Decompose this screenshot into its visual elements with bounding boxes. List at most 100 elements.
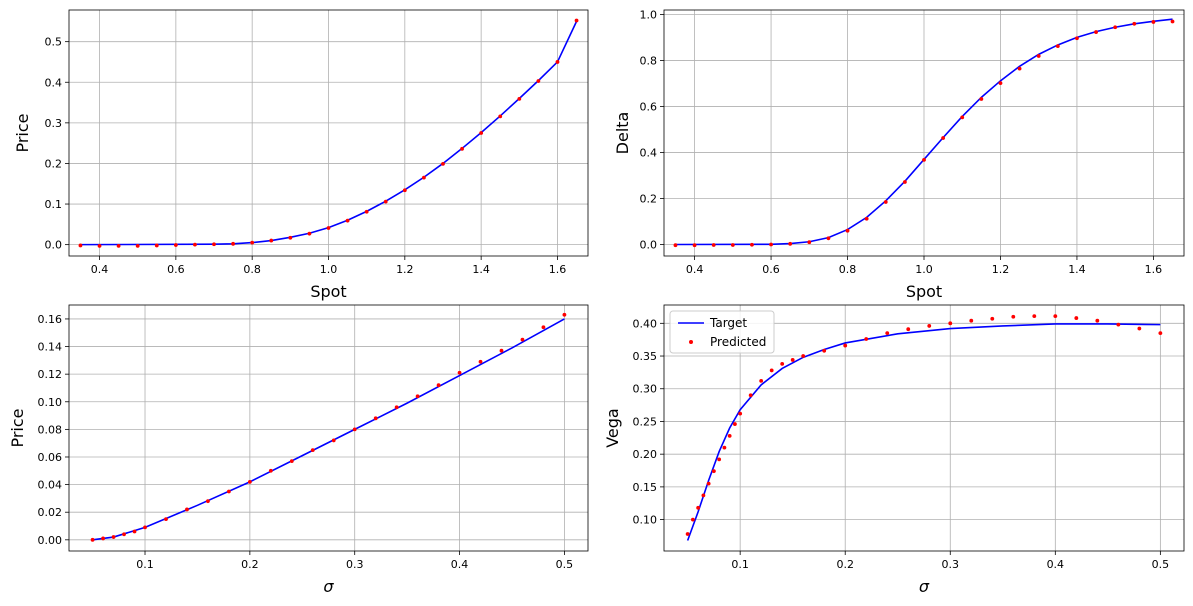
predicted-point xyxy=(845,228,850,233)
chart-panel-3: 0.1 0.2 0.3 0.4 0.5 0.00 0.02 0.04 0.06 0.08 0.10 0… xyxy=(8,304,589,596)
predicted-point xyxy=(478,359,483,364)
predicted-point xyxy=(969,318,974,323)
x-tick-label: 0.4 xyxy=(686,263,704,276)
predicted-point xyxy=(562,312,567,317)
predicted-point xyxy=(711,243,716,247)
x-tick-label: 1.6 xyxy=(1145,263,1163,276)
predicted-point xyxy=(722,445,727,450)
predicted-point xyxy=(769,242,773,247)
predicted-point xyxy=(692,243,697,248)
predicted-point xyxy=(883,200,888,204)
x-tick-label: 0.2 xyxy=(241,558,259,571)
predicted-point xyxy=(122,532,126,537)
x-tick-label: 0.4 xyxy=(1047,558,1065,571)
predicted-point xyxy=(1095,318,1100,323)
y-tick-label: 0.10 xyxy=(633,514,658,527)
predicted-point xyxy=(268,468,273,473)
predicted-point xyxy=(345,218,350,223)
y-axis-label: Price xyxy=(8,408,27,447)
predicted-point xyxy=(738,411,743,416)
predicted-point xyxy=(185,507,189,512)
legend-predicted-swatch xyxy=(689,340,693,344)
legend-box xyxy=(669,310,775,354)
predicted-point xyxy=(990,316,995,321)
predicted-point xyxy=(394,405,399,410)
y-tick-label: 1.0 xyxy=(640,9,658,22)
predicted-point xyxy=(979,97,984,101)
y-tick-label: 0.04 xyxy=(38,479,63,492)
predicted-point xyxy=(250,240,255,245)
predicted-point xyxy=(326,226,331,230)
chart-panel-1: 0.4 0.6 0.8 1.0 1.2 1.4 1.6 0.0 0.1 0.2 0.3 0.4 0.5 S… xyxy=(13,9,589,301)
y-tick-label: 0.15 xyxy=(633,481,658,494)
y-tick-label: 0.5 xyxy=(45,36,63,49)
y-tick-label: 0.8 xyxy=(640,55,658,68)
x-tick-label: 0.3 xyxy=(346,558,364,571)
predicted-point xyxy=(520,337,525,342)
predicted-point xyxy=(111,535,116,539)
predicted-point xyxy=(226,489,231,494)
x-tick-label: 0.4 xyxy=(451,558,469,571)
x-axis-label: σ xyxy=(323,577,334,596)
predicted-point xyxy=(927,324,932,328)
predicted-point xyxy=(948,321,953,326)
predicted-point xyxy=(212,242,216,247)
y-tick-label: 0.3 xyxy=(45,117,63,130)
x-tick-label: 1.0 xyxy=(320,263,338,276)
predicted-point xyxy=(696,505,701,510)
x-tick-label: 0.8 xyxy=(839,263,857,276)
predicted-point xyxy=(415,394,420,399)
y-tick-label: 0.30 xyxy=(633,383,658,396)
predicted-point xyxy=(269,238,274,243)
predicted-point xyxy=(143,525,147,530)
predicted-point xyxy=(733,422,737,426)
predicted-point xyxy=(206,499,210,504)
predicted-point xyxy=(1032,314,1037,319)
predicted-point xyxy=(383,199,388,204)
predicted-point xyxy=(759,378,764,383)
predicted-point xyxy=(906,327,911,332)
x-axis-label: Spot xyxy=(906,282,942,301)
predicted-point xyxy=(769,368,774,373)
x-axis-label: Spot xyxy=(310,282,346,301)
predicted-point xyxy=(822,348,827,353)
predicted-point xyxy=(673,243,678,248)
predicted-point xyxy=(1055,44,1060,48)
predicted-point xyxy=(1116,322,1121,327)
predicted-point xyxy=(154,243,159,248)
y-tick-label: 0.00 xyxy=(38,534,63,547)
y-axis-label: Delta xyxy=(613,112,632,155)
predicted-point xyxy=(701,493,706,498)
x-tick-label: 0.8 xyxy=(243,263,261,276)
x-tick-label: 0.3 xyxy=(942,558,960,571)
x-axis-label: σ xyxy=(919,577,930,596)
y-tick-label: 0.20 xyxy=(633,448,658,461)
predicted-point xyxy=(1151,20,1156,24)
axes-frame xyxy=(68,304,589,552)
predicted-point xyxy=(790,358,795,362)
predicted-point xyxy=(1017,66,1022,71)
predicted-point xyxy=(807,240,812,245)
predicted-point xyxy=(960,115,965,120)
x-tick-label: 0.2 xyxy=(836,558,854,571)
predicted-point xyxy=(78,243,83,248)
predicted-point xyxy=(499,348,504,353)
y-tick-label: 0.4 xyxy=(640,147,658,160)
predicted-point xyxy=(457,370,462,375)
y-tick-label: 0.14 xyxy=(38,341,63,354)
predicted-point xyxy=(727,433,732,438)
predicted-point xyxy=(922,157,926,162)
predicted-point xyxy=(711,469,716,474)
predicted-point xyxy=(1158,331,1163,336)
x-tick-label: 0.4 xyxy=(91,263,109,276)
predicted-point xyxy=(164,517,168,522)
predicted-point xyxy=(1170,19,1175,24)
x-tick-label: 0.5 xyxy=(1152,558,1170,571)
predicted-point xyxy=(101,536,105,541)
x-tick-label: 0.6 xyxy=(762,263,780,276)
y-tick-label: 0.2 xyxy=(45,157,63,170)
y-tick-label: 0.25 xyxy=(633,415,658,428)
chart-panel-2: 0.4 0.6 0.8 1.0 1.2 1.4 1.6 0.0 0.2 0.4 0.6 0.8 1.0 S… xyxy=(613,9,1185,301)
predicted-point xyxy=(90,537,95,542)
predicted-point xyxy=(1132,21,1137,26)
